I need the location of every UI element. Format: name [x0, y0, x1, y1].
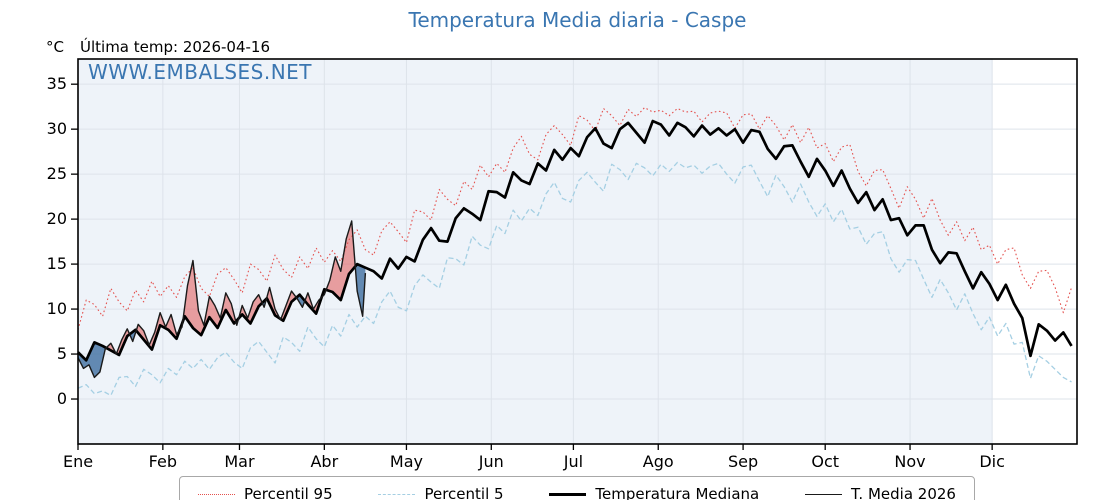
- legend-item-percentil-5: Percentil 5: [378, 485, 504, 500]
- x-tick-label-jun: Jun: [478, 452, 504, 471]
- x-tick-label-feb: Feb: [148, 452, 177, 471]
- y-tick-label-30: 30: [46, 119, 67, 139]
- y-tick-label-20: 20: [46, 209, 67, 229]
- x-tick-label-ago: Ago: [642, 452, 674, 471]
- watermark-embalses: WWW.EMBALSES.NET: [88, 60, 313, 84]
- x-tick-label-may: May: [389, 452, 423, 471]
- y-axis-unit-label: °C: [46, 38, 64, 56]
- legend-item-t-media-2026: T. Media 2026: [805, 485, 956, 500]
- last-temp-annotation: Última temp: 2026-04-16: [80, 38, 271, 56]
- legend-item-percentil-95: Percentil 95: [198, 485, 333, 500]
- x-tick-label-dic: Dic: [979, 452, 1005, 471]
- y-tick-label-10: 10: [46, 299, 67, 319]
- thick-black-line-icon: [549, 492, 587, 496]
- legend-label: Percentil 5: [424, 485, 504, 500]
- series-line-temperatura-mediana: [77, 119, 1073, 362]
- series-line-percentil-95: [77, 107, 1073, 330]
- plot-shaded-span: [78, 59, 993, 444]
- page-title: Temperatura Media diaria - Caspe: [408, 8, 747, 32]
- y-tick-label-35: 35: [46, 74, 67, 94]
- legend-label: T. Media 2026: [851, 485, 956, 500]
- fill-below-median: [78, 342, 107, 378]
- x-tick-label-oct: Oct: [811, 452, 840, 471]
- x-tick-label-abr: Abr: [310, 452, 339, 471]
- x-tick-label-jul: Jul: [563, 452, 584, 471]
- dotted-red-line-icon: [198, 493, 235, 495]
- dashed-blue-line-icon: [378, 493, 416, 495]
- x-tick-label-mar: Mar: [224, 452, 255, 471]
- chart-legend: Percentil 95 Percentil 5 Temperatura Med…: [179, 476, 975, 500]
- y-tick-label-25: 25: [46, 164, 67, 184]
- legend-label: Temperatura Mediana: [595, 485, 760, 500]
- fill-above-median: [326, 220, 356, 301]
- fill-below-median: [129, 329, 137, 342]
- thin-black-line-icon: [805, 493, 843, 495]
- fill-below-median: [296, 294, 305, 308]
- series-line-percentil-5: [77, 161, 1072, 397]
- y-tick-label-15: 15: [46, 254, 67, 274]
- series-line-t-media-2026: [77, 220, 367, 379]
- x-tick-label-nov: Nov: [894, 452, 926, 471]
- plot-border: [77, 58, 1078, 445]
- legend-label: Percentil 95: [244, 485, 333, 500]
- x-tick-label-ene: Ene: [62, 452, 94, 471]
- x-tick-label-sep: Sep: [728, 452, 759, 471]
- y-tick-label-5: 5: [56, 344, 67, 364]
- y-tick-label-0: 0: [56, 389, 67, 409]
- legend-item-temperatura-mediana: Temperatura Mediana: [549, 485, 759, 500]
